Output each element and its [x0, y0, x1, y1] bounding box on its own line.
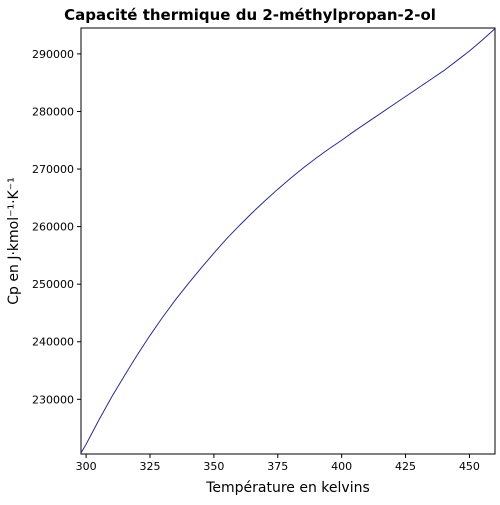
x-axis-title: Température en kelvins — [205, 480, 370, 496]
y-axis-title: Cp en J·kmol⁻¹·K⁻¹ — [6, 177, 22, 304]
plot-area — [80, 27, 496, 455]
y-tick-label: 250000 — [32, 278, 74, 291]
y-tick-label: 290000 — [32, 48, 74, 61]
x-tick-label: 350 — [203, 460, 224, 473]
y-tick-label: 270000 — [32, 163, 74, 176]
x-axis: 300 325 350 375 400 425 450 — [76, 454, 480, 473]
y-tick-label: 230000 — [32, 393, 74, 406]
x-tick-label: 450 — [459, 460, 480, 473]
x-tick-label: 425 — [395, 460, 416, 473]
x-tick-label: 375 — [267, 460, 288, 473]
x-tick-label: 325 — [140, 460, 161, 473]
y-axis: 230000 240000 250000 260000 270000 280000 2900… — [32, 48, 81, 406]
y-tick-label: 260000 — [32, 221, 74, 234]
y-tick-label: 280000 — [32, 105, 74, 118]
series-line — [80, 28, 496, 454]
chart-title: Capacité thermique du 2-méthylpropan-2-o… — [64, 6, 436, 24]
y-tick-label: 240000 — [32, 336, 74, 349]
x-tick-label: 400 — [331, 460, 352, 473]
x-tick-label: 300 — [76, 460, 97, 473]
